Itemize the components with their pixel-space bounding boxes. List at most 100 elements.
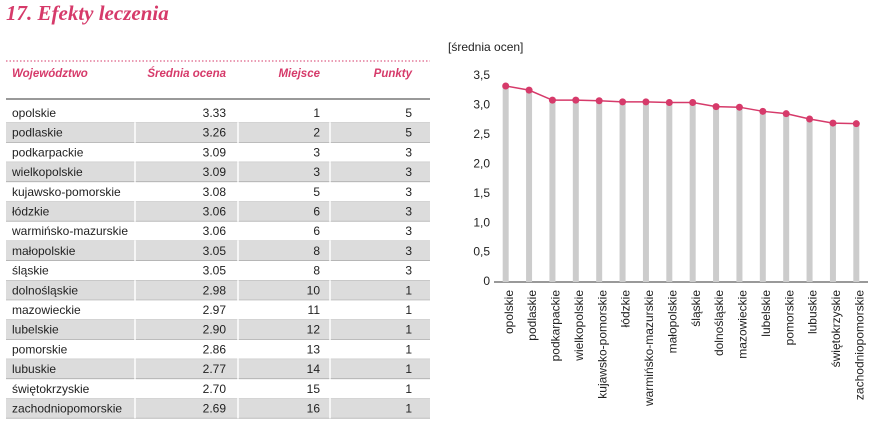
table-cell: 8 bbox=[313, 264, 320, 278]
marker bbox=[806, 115, 814, 123]
table-cell: 3.05 bbox=[203, 264, 227, 278]
x-tick-label: podlaskie bbox=[525, 290, 539, 341]
y-tick-label: 2,0 bbox=[473, 156, 490, 170]
table-cell: 5 bbox=[313, 185, 320, 199]
table-cell: 1 bbox=[405, 342, 412, 356]
column-header: Punkty bbox=[374, 68, 413, 80]
table-cell: 13 bbox=[307, 342, 321, 356]
y-tick-label: 3,0 bbox=[473, 98, 490, 112]
bar bbox=[572, 100, 579, 282]
table-cell: lubelskie bbox=[12, 323, 59, 337]
table-cell: świętokrzyskie bbox=[12, 382, 90, 396]
x-tick-label: łódzkie bbox=[619, 290, 633, 328]
table-cell: 2.77 bbox=[203, 362, 227, 376]
table-cell: 1 bbox=[405, 303, 412, 317]
row-background bbox=[6, 240, 430, 261]
table-cell: 3 bbox=[405, 165, 412, 179]
marker bbox=[782, 110, 790, 118]
table-cell: zachodniopomorskie bbox=[12, 402, 122, 416]
x-tick-label: mazowieckie bbox=[736, 290, 750, 359]
bar bbox=[829, 123, 836, 282]
table-cell: 3.33 bbox=[203, 106, 227, 120]
table-cell: pomorskie bbox=[12, 342, 68, 356]
table-cell: 3.09 bbox=[203, 165, 227, 179]
table-cell: 2.70 bbox=[203, 382, 227, 396]
x-tick-label: zachodniopomorskie bbox=[852, 290, 866, 400]
table-cell: 2 bbox=[313, 126, 320, 140]
table-cell: kujawsko-pomorskie bbox=[12, 185, 121, 199]
column-header: Średnia ocena bbox=[147, 67, 226, 80]
marker bbox=[548, 96, 556, 104]
x-tick-label: pomorskie bbox=[782, 290, 796, 346]
table-cell: dolnośląskie bbox=[12, 283, 78, 297]
table-cell: 1 bbox=[405, 283, 412, 297]
table-cell: 3.08 bbox=[203, 185, 227, 199]
table-cell: 3 bbox=[405, 224, 412, 238]
table-cell: 3 bbox=[405, 185, 412, 199]
marker bbox=[502, 82, 510, 90]
row-background bbox=[6, 359, 430, 379]
bar bbox=[853, 123, 860, 282]
row-background bbox=[6, 319, 430, 340]
x-tick-label: warmińsko-mazurskie bbox=[642, 290, 656, 407]
table-cell: 1 bbox=[405, 362, 412, 376]
y-tick-label: 0 bbox=[483, 274, 490, 288]
page-title: 17. Efekty leczenia bbox=[6, 1, 169, 25]
y-tick-label: 1,5 bbox=[473, 186, 490, 200]
marker bbox=[735, 103, 743, 111]
x-tick-label: dolnośląskie bbox=[712, 290, 726, 356]
y-axis-label: [średnia ocen] bbox=[448, 40, 523, 54]
bar bbox=[642, 101, 649, 282]
table-cell: 5 bbox=[405, 126, 412, 140]
table-cell: mazowieckie bbox=[12, 303, 81, 317]
table-cell: 3.09 bbox=[203, 145, 227, 159]
table-cell: lubuskie bbox=[12, 362, 56, 376]
table-cell: 3.06 bbox=[203, 205, 227, 219]
table-cell: 2.90 bbox=[203, 323, 227, 337]
marker bbox=[665, 98, 673, 106]
row-background bbox=[6, 280, 430, 300]
x-tick-label: kujawsko-pomorskie bbox=[595, 290, 609, 399]
table-cell: 14 bbox=[307, 362, 321, 376]
x-tick-label: opolskie bbox=[502, 290, 516, 334]
table-cell: 6 bbox=[313, 224, 320, 238]
table-cell: 3 bbox=[405, 205, 412, 219]
marker bbox=[759, 107, 767, 115]
row-background bbox=[6, 201, 430, 222]
marker bbox=[595, 97, 603, 105]
table-cell: 11 bbox=[308, 303, 321, 317]
x-tick-label: lubuskie bbox=[806, 290, 820, 334]
table-cell: 6 bbox=[313, 205, 320, 219]
y-tick-label: 3,5 bbox=[473, 68, 490, 82]
y-tick-label: 1,0 bbox=[473, 215, 490, 229]
marker bbox=[525, 86, 533, 94]
marker bbox=[689, 98, 697, 106]
bar bbox=[783, 113, 790, 282]
table-cell: 3 bbox=[405, 145, 412, 159]
table-cell: 3 bbox=[405, 244, 412, 258]
table-cell: 3.26 bbox=[203, 126, 227, 140]
marker bbox=[642, 98, 650, 106]
marker bbox=[829, 119, 837, 127]
table-cell: 1 bbox=[313, 106, 320, 120]
y-tick-label: 2,5 bbox=[473, 127, 490, 141]
line bbox=[505, 85, 857, 125]
marker bbox=[852, 120, 860, 128]
bar bbox=[759, 111, 766, 282]
bar bbox=[619, 101, 626, 282]
table-cell: 2.86 bbox=[203, 342, 227, 356]
bar bbox=[713, 106, 720, 282]
table-cell: 5 bbox=[405, 106, 412, 120]
table-cell: 2.98 bbox=[203, 283, 227, 297]
table-cell: 15 bbox=[307, 382, 321, 396]
table-cell: opolskie bbox=[12, 106, 56, 120]
bar bbox=[526, 90, 533, 282]
bar bbox=[549, 100, 556, 282]
table-cell: 1 bbox=[405, 382, 412, 396]
bar bbox=[806, 118, 813, 282]
table-cell: łódzkie bbox=[12, 205, 50, 219]
table-cell: podkarpackie bbox=[12, 145, 84, 159]
row-background bbox=[6, 122, 430, 143]
